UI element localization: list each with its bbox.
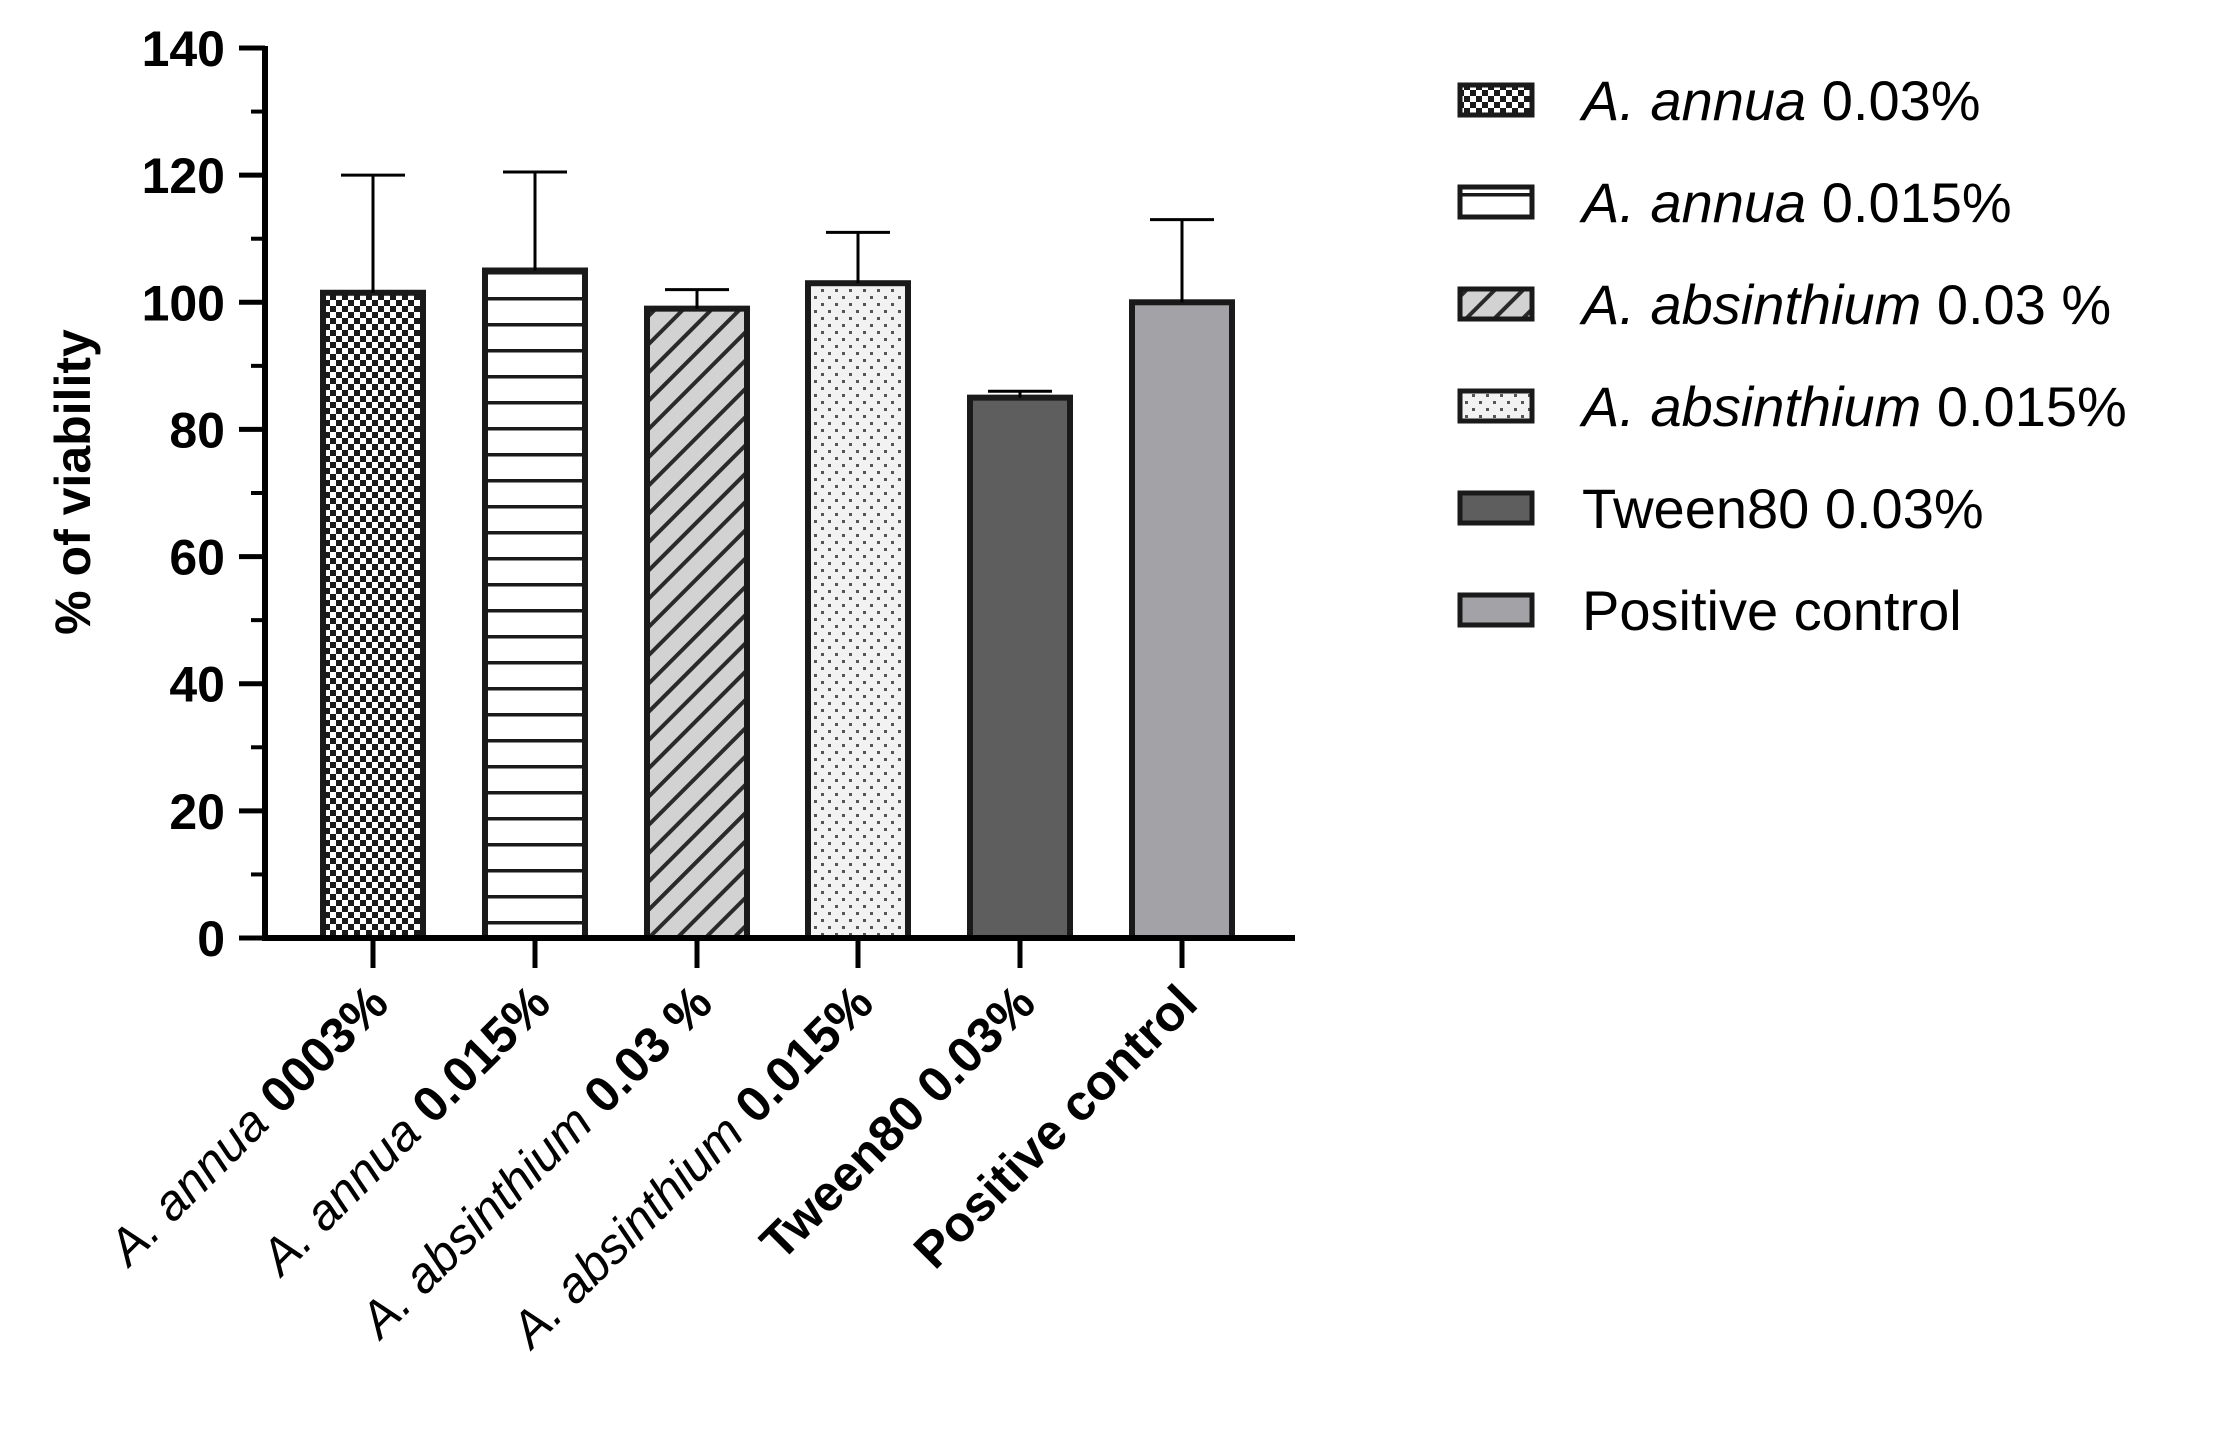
x-category-label-bold: Tween80 0.03% <box>749 974 1045 1270</box>
legend-label: A. annua 0.015% <box>1579 171 2012 234</box>
legend-label-italic: A. absinthium <box>1579 273 1921 336</box>
x-category-label-bold: Positive control <box>903 974 1208 1279</box>
y-tick-label: 0 <box>197 911 225 967</box>
error-bar-2 <box>503 170 567 271</box>
legend-swatch <box>1457 286 1535 322</box>
x-category-label-bold: 0.015% <box>391 974 560 1143</box>
legend-item-3: A. absinthium 0.03 % <box>1457 273 2111 336</box>
legend-swatch <box>1457 388 1535 424</box>
error-bar-6 <box>1150 218 1214 303</box>
error-bar-3 <box>665 288 729 309</box>
legend-label: Tween80 0.03% <box>1582 477 1984 540</box>
bar-2 <box>482 267 588 941</box>
x-tick-labels: A. annua 0003%A. annua 0.015%A. absinthi… <box>96 974 1208 1360</box>
legend-label: A. absinthium 0.03 % <box>1579 273 2111 336</box>
bar-5 <box>967 394 1073 941</box>
legend-label-italic: A. annua <box>1579 69 1806 132</box>
error-bar-4 <box>826 230 890 284</box>
legend-label-rest: 0.015% <box>1806 171 2012 234</box>
legend-item-2: A. annua 0.015% <box>1457 171 2012 234</box>
bar-6 <box>1129 299 1235 941</box>
legend-label: A. annua 0.03% <box>1579 69 1981 132</box>
legend-label-italic: A. absinthium <box>1579 375 1921 438</box>
legend-label-rest: Tween80 0.03% <box>1582 477 1984 540</box>
legend-label-rest: 0.03 % <box>1921 273 2111 336</box>
legend-swatch <box>1457 490 1535 526</box>
error-bar-5 <box>988 389 1052 398</box>
bar-4 <box>805 280 911 941</box>
legend-label-rest: 0.03% <box>1806 69 1980 132</box>
legend-label-rest: 0.015% <box>1921 375 2127 438</box>
legend-swatch <box>1457 592 1535 628</box>
x-category-label-bold: 0.03 % <box>563 974 722 1133</box>
error-bars-layer <box>341 170 1214 398</box>
x-category-label-italic: A. annua <box>96 1094 279 1277</box>
y-axis-label: % of viability <box>45 329 101 635</box>
x-category-label-1: A. annua 0003% <box>96 974 399 1277</box>
x-category-label-2: A. annua 0.015% <box>248 974 561 1287</box>
bars-layer <box>320 267 1235 941</box>
y-tick-label: 20 <box>169 784 225 840</box>
legend-item-1: A. annua 0.03% <box>1457 69 1981 132</box>
y-tick-label: 120 <box>142 148 225 204</box>
y-tick-labels: 0 20 40 60 80 100 120 140 <box>142 21 225 967</box>
y-tick-label: 100 <box>142 275 225 331</box>
bar-3 <box>644 305 750 941</box>
legend: A. annua 0.03%A. annua 0.015%A. absinthi… <box>1457 69 2127 642</box>
x-category-label-bold: 0.015% <box>714 974 883 1143</box>
legend-swatch <box>1457 82 1535 118</box>
error-bar-1 <box>341 173 405 293</box>
x-category-label-6: Positive control <box>903 974 1208 1279</box>
bar-1 <box>320 289 426 941</box>
legend-item-6: Positive control <box>1457 579 1962 642</box>
legend-label-italic: A. annua <box>1579 171 1806 234</box>
legend-label: Positive control <box>1582 579 1962 642</box>
y-tick-label: 40 <box>169 657 225 713</box>
x-category-label-bold: 0003% <box>239 974 399 1134</box>
legend-label-rest: Positive control <box>1582 579 1962 642</box>
legend-swatch <box>1457 184 1535 220</box>
legend-item-5: Tween80 0.03% <box>1457 477 1984 540</box>
y-tick-label: 60 <box>169 530 225 586</box>
x-category-label-5: Tween80 0.03% <box>749 974 1045 1270</box>
axes-layer <box>239 45 1295 968</box>
legend-label: A. absinthium 0.015% <box>1579 375 2127 438</box>
y-tick-label: 80 <box>169 402 225 458</box>
legend-item-4: A. absinthium 0.015% <box>1457 375 2127 438</box>
y-tick-label: 140 <box>142 21 225 77</box>
